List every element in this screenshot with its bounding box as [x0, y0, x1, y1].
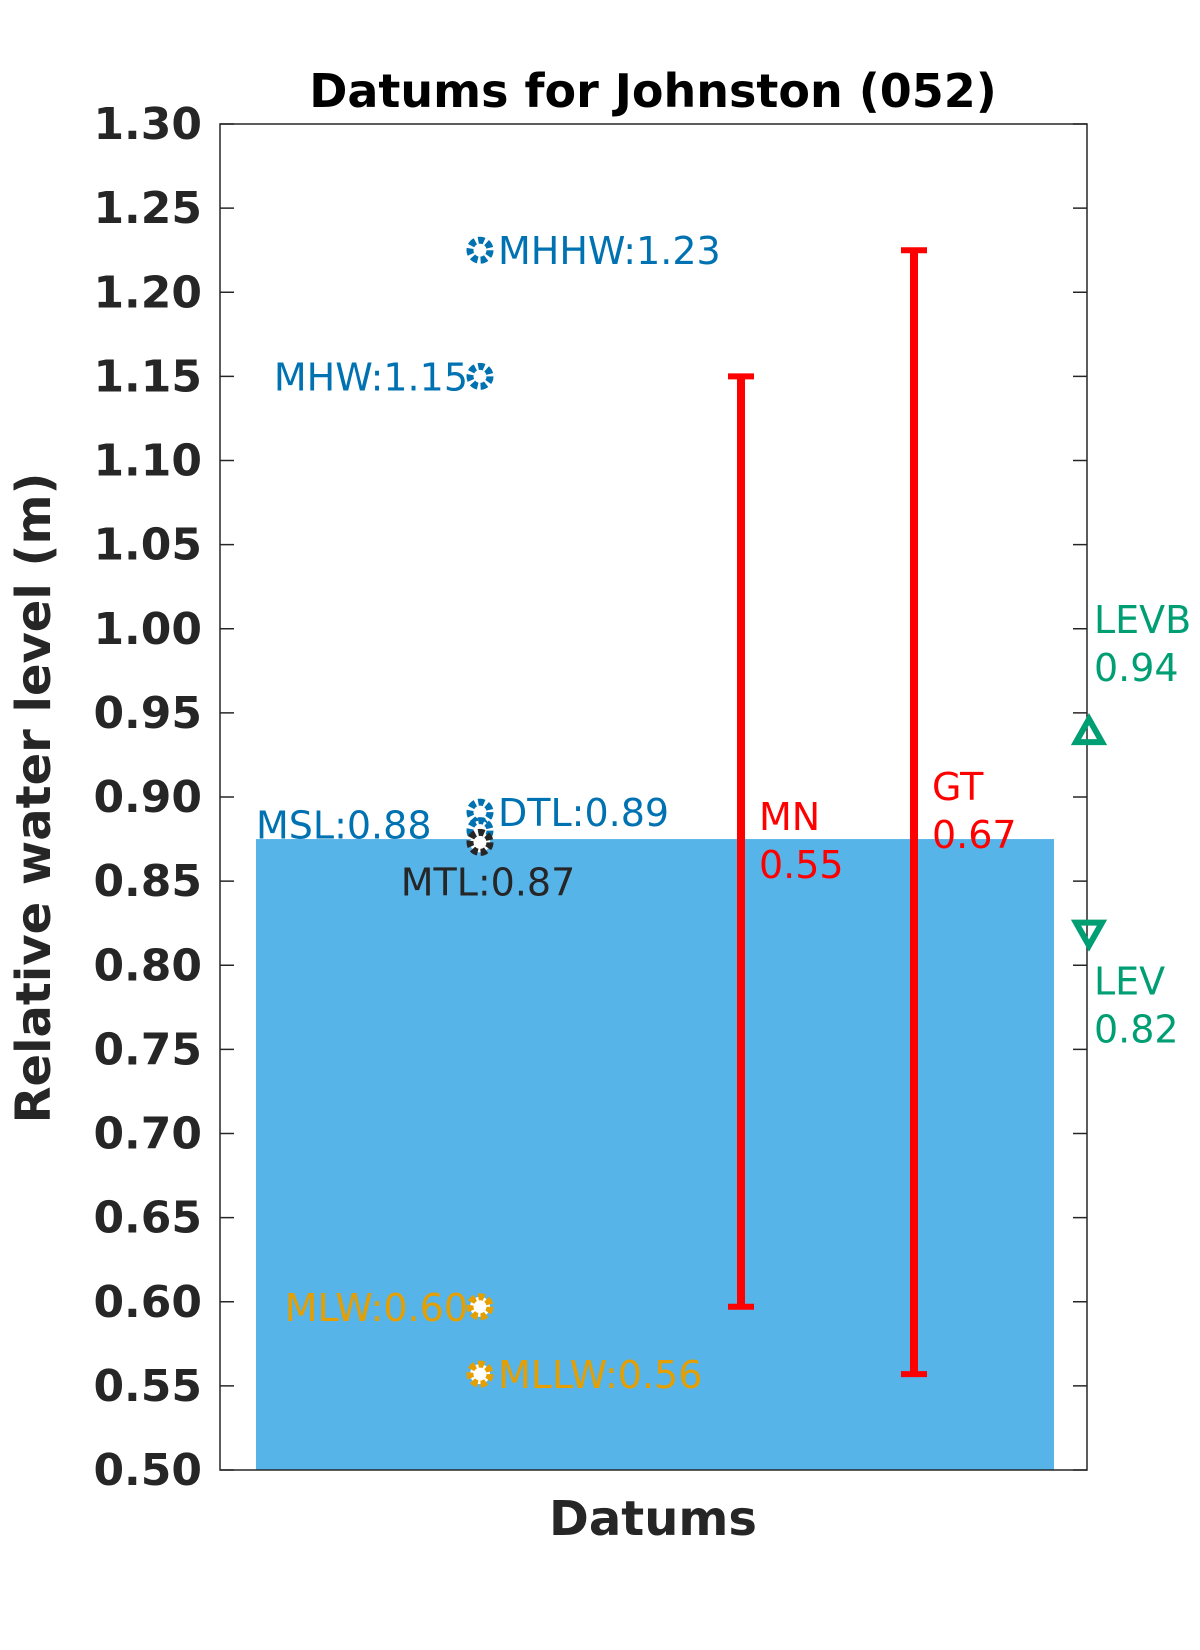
datum-marker: [466, 828, 494, 856]
range-name-mn: MN: [759, 795, 820, 839]
datum-marker: [466, 798, 494, 826]
chart-title: Datums for Johnston (052): [309, 64, 997, 118]
range-value-gt: 0.67: [932, 813, 1017, 857]
level-name-levb: LEVB: [1094, 598, 1191, 642]
level-value-levb: 0.94: [1094, 646, 1179, 690]
level-name-lev: LEV: [1094, 960, 1165, 1004]
y-tick-label: 1.05: [93, 520, 202, 571]
level-marker-lev: [1070, 919, 1108, 952]
y-tick-label: 1.30: [93, 99, 202, 150]
y-tick-label: 0.75: [93, 1024, 202, 1075]
datum-label: MSL:0.88: [256, 804, 432, 848]
y-tick-label: 0.60: [93, 1277, 202, 1328]
datum-marker: [466, 1360, 494, 1388]
tidal-ranges: MN0.55 GT0.67: [728, 247, 1017, 1378]
datum-label: MLLW:0.56: [498, 1353, 702, 1397]
datum-markers: MHHW:1.23 MHW:1.15 DTL:0.89 MSL:0.88 MTL:0.8…: [256, 229, 721, 1397]
level-value-lev: 0.82: [1094, 1008, 1179, 1052]
datum-label: MHHW:1.23: [498, 229, 721, 273]
datum-label: MLW:0.60: [285, 1286, 468, 1330]
y-tick-label: 0.80: [93, 940, 202, 991]
y-tick-label: 0.55: [93, 1361, 202, 1412]
y-tick-label: 0.85: [93, 856, 202, 907]
y-tick-label: 0.65: [93, 1193, 202, 1244]
datum-marker: [466, 236, 494, 264]
y-tick-label: 0.90: [93, 772, 202, 823]
range-value-mn: 0.55: [759, 843, 844, 887]
datum-marker: [466, 1293, 494, 1321]
datum-label: MTL:0.87: [401, 860, 576, 904]
datum-label: DTL:0.89: [498, 791, 669, 835]
y-tick-label: 1.15: [93, 351, 202, 402]
y-tick-label: 0.50: [93, 1445, 202, 1496]
y-tick-label: 0.70: [93, 1109, 202, 1160]
y-tick-label: 1.00: [93, 604, 202, 655]
y-tick-label: 1.25: [93, 183, 202, 234]
y-axis-ticks: 0.50 0.55 0.60 0.65 0.70 0.75 0.80 0.85 0.90 0.95…: [93, 99, 1087, 1496]
y-tick-label: 1.20: [93, 267, 202, 318]
y-tick-label: 0.95: [93, 688, 202, 739]
range-name-gt: GT: [932, 765, 984, 809]
msl-fill-area: [256, 839, 1054, 1470]
y-tick-label: 1.10: [93, 436, 202, 487]
level-marker-levb: [1070, 712, 1108, 746]
x-axis-label: Datums: [549, 1491, 757, 1547]
y-axis-label: Relative water level (m): [6, 473, 62, 1124]
datum-marker: [466, 362, 494, 390]
plot-area-frame: [219, 123, 1088, 1471]
datum-label: MHW:1.15: [274, 355, 468, 399]
